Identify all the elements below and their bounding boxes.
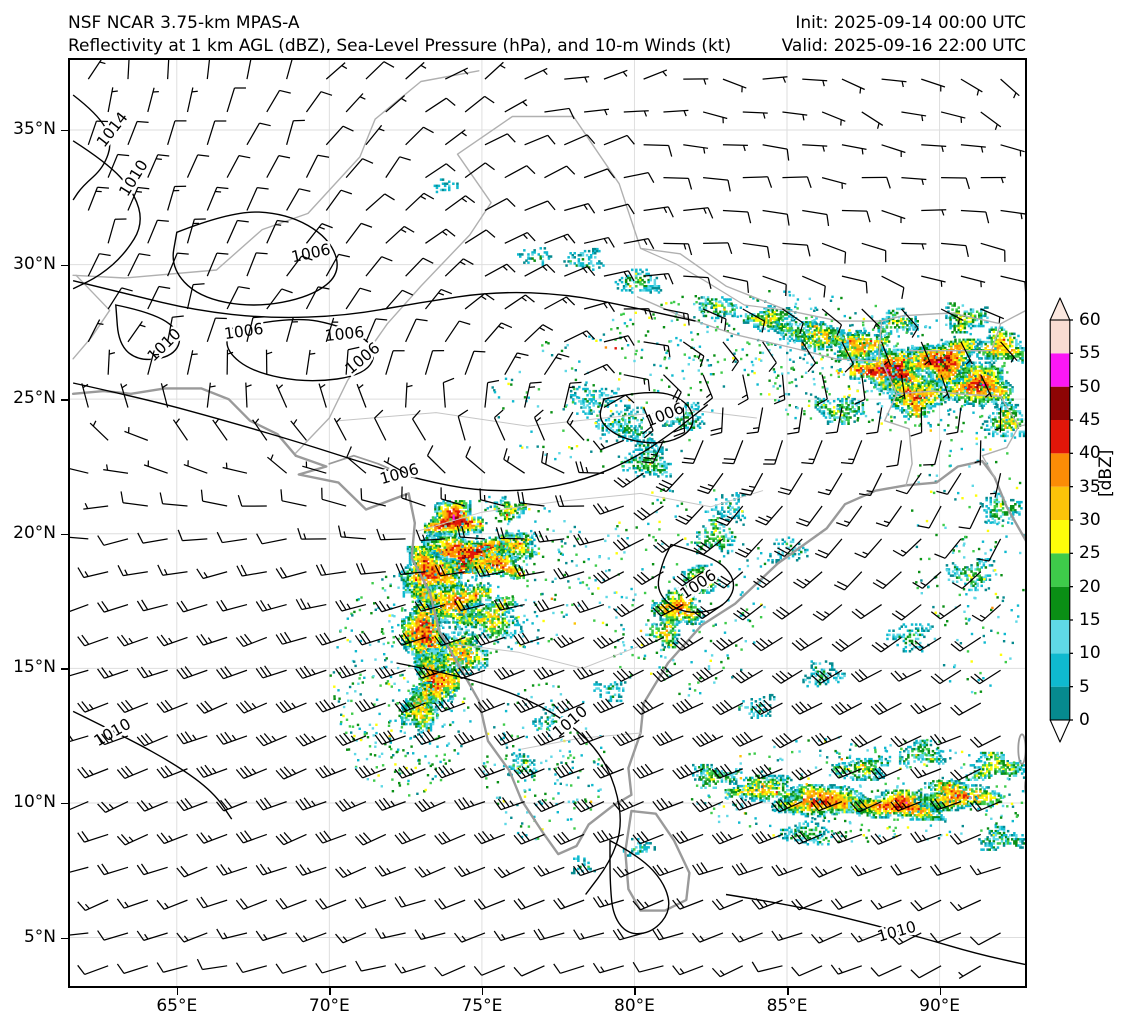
latitude-tick-mark [61,399,68,401]
field-description-line: Reflectivity at 1 km AGL (dBZ), Sea-Leve… [68,36,732,56]
colorbar-tick-label: 45 [1079,410,1101,430]
wind-barbs [70,60,1025,979]
init-time-label: Init: 2025-09-14 00:00 UTC [795,13,1026,33]
longitude-tick-mark [634,988,636,995]
reflectivity-colorbar[interactable] [1047,296,1073,766]
model-name-line: NSF NCAR 3.75-km MPAS-A [68,13,300,33]
colorbar-tick-label: 5 [1079,676,1090,697]
latitude-tick-mark [61,668,68,670]
longitude-tick-label: 80°E [614,996,655,1016]
country-borders [72,70,1025,750]
title-block-right: Init: 2025-09-14 00:00 UTC Valid: 2025-0… [782,12,1026,58]
colorbar-tick-label: 50 [1079,376,1101,397]
latitude-tick-label: 30°N [13,253,56,274]
longitude-tick-mark [176,988,179,995]
latitude-tick-label: 10°N [13,791,56,812]
colorbar-unit-label: [dBZ] [1096,449,1116,497]
title-block-left: NSF NCAR 3.75-km MPAS-A Reflectivity at … [68,12,731,58]
latitude-tick-mark [61,264,68,267]
valid-time-label: Valid: 2025-09-16 22:00 UTC [781,36,1026,56]
latitude-tick-mark [61,533,68,536]
colorbar-tick-label: 60 [1079,310,1101,330]
latitude-tick-mark [61,802,68,805]
latitude-tick-mark [61,937,68,940]
colorbar-tick-label: 0 [1079,710,1090,730]
longitude-tick-label: 70°E [308,996,350,1016]
latitude-tick-label: 25°N [13,388,56,409]
colorbar-tick-label: 55 [1079,343,1101,364]
longitude-tick-label: 85°E [766,996,808,1016]
longitude-tick-mark [329,988,331,995]
latitude-tick-mark [61,129,68,132]
sea-level-pressure-contours [72,94,1025,966]
colorbar-tick-label: 25 [1079,543,1101,564]
latitude-tick-label: 20°N [13,522,56,543]
colorbar-tick-label: 20 [1079,576,1101,597]
longitude-tick-label: 75°E [461,996,503,1016]
colorbar-tick-label: 35 [1079,476,1101,497]
reflectivity-map[interactable]: 1014101410101010101010101006100610061006… [70,60,1025,986]
colorbar-tick-label: 10 [1079,643,1101,664]
colorbar-tick-label: 15 [1079,610,1101,630]
longitude-tick-label: 90°E [919,996,960,1016]
coastlines [71,387,1025,912]
longitude-tick-label: 65°E [156,996,198,1016]
longitude-tick-mark [481,988,484,995]
longitude-tick-mark [939,988,942,995]
longitude-tick-mark [787,988,789,995]
latitude-tick-label: 15°N [13,657,56,678]
colorbar-tick-label: 30 [1079,510,1101,530]
colorbar-tick-label: 40 [1079,443,1101,464]
latitude-tick-label: 35°N [13,118,56,139]
map-plot-panel[interactable]: 1014 1014 1010 1010 1010 1010 1006 1006 1006 1006… [68,58,1027,988]
map-gridlines [70,60,1025,986]
isobar-labels: 1014101410101010101010101006100610061006… [88,106,920,948]
latitude-tick-label: 5°N [23,926,56,947]
